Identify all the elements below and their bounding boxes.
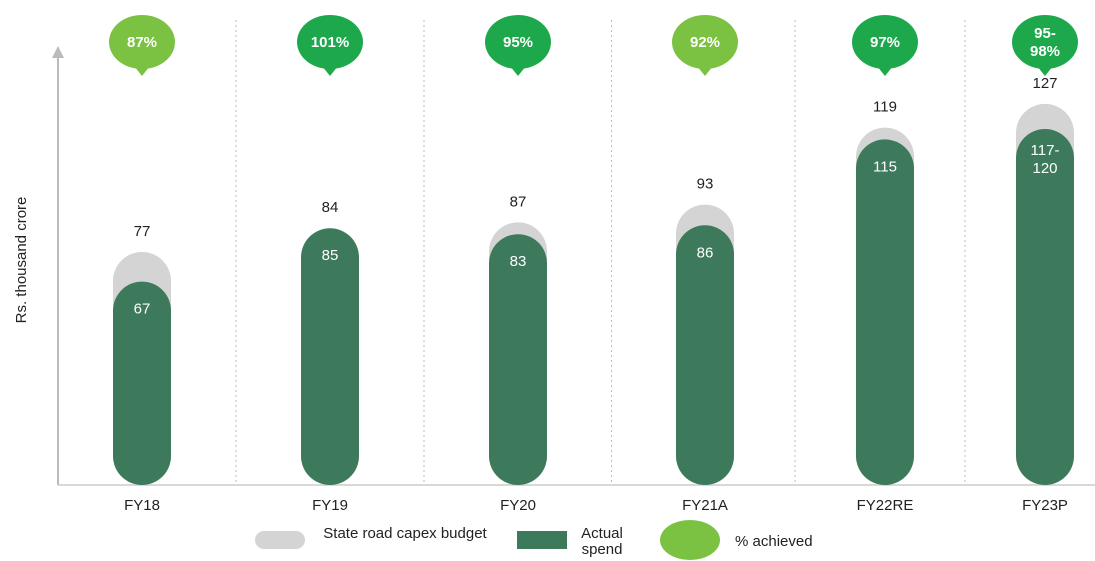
budget-label: 127 <box>1032 75 1057 92</box>
actual-label: 67 <box>134 301 151 318</box>
x-tick-label: FY20 <box>500 497 536 514</box>
achieved-label: 92% <box>690 34 720 51</box>
achieved-bubble-tip <box>877 66 893 76</box>
budget-label: 93 <box>697 176 714 193</box>
achieved-bubble <box>297 15 363 69</box>
legend-label: State road capex budget <box>323 525 487 542</box>
actual-label: 117-120 <box>1031 142 1060 177</box>
legend-swatch <box>255 531 305 549</box>
actual-bar <box>856 139 914 485</box>
budget-label: 84 <box>322 199 339 216</box>
x-tick-label: FY22RE <box>857 497 914 514</box>
actual-bar <box>113 281 171 485</box>
actual-label: 83 <box>510 253 527 270</box>
achieved-label: 95% <box>503 34 533 51</box>
actual-bar <box>301 228 359 485</box>
x-tick-label: FY21A <box>682 497 728 514</box>
achieved-bubble <box>1012 15 1078 69</box>
budget-label: 119 <box>873 99 897 116</box>
y-axis-label: Rs. thousand crore <box>13 197 30 324</box>
legend-swatch <box>517 531 567 549</box>
actual-label: 85 <box>322 247 339 264</box>
achieved-bubble <box>109 15 175 69</box>
legend-swatch <box>660 520 720 560</box>
y-axis-arrow <box>52 46 64 58</box>
actual-bar <box>489 234 547 485</box>
legend-label: Actual spend <box>581 525 623 558</box>
achieved-bubble <box>852 15 918 69</box>
achieved-bubble-tip <box>510 66 526 76</box>
x-tick-label: FY19 <box>312 497 348 514</box>
actual-label: 115 <box>873 158 897 175</box>
achieved-bubble-tip <box>1037 66 1053 76</box>
actual-label: 86 <box>697 244 714 261</box>
x-tick-label: FY18 <box>124 497 160 514</box>
achieved-label: 87% <box>127 34 157 51</box>
achieved-bubble <box>485 15 551 69</box>
actual-bar <box>676 225 734 486</box>
achieved-bubble-tip <box>697 66 713 76</box>
actual-bar <box>1016 129 1074 486</box>
achieved-label: 101% <box>311 34 349 51</box>
achieved-label: 95-98% <box>1030 25 1060 60</box>
budget-label: 87 <box>510 193 527 210</box>
budget-label: 77 <box>134 223 151 240</box>
achieved-bubble-tip <box>322 66 338 76</box>
legend-label: % achieved <box>735 533 813 550</box>
achieved-bubble-tip <box>134 66 150 76</box>
achieved-bubble <box>672 15 738 69</box>
achieved-label: 97% <box>870 34 900 51</box>
x-tick-label: FY23P <box>1022 497 1068 514</box>
